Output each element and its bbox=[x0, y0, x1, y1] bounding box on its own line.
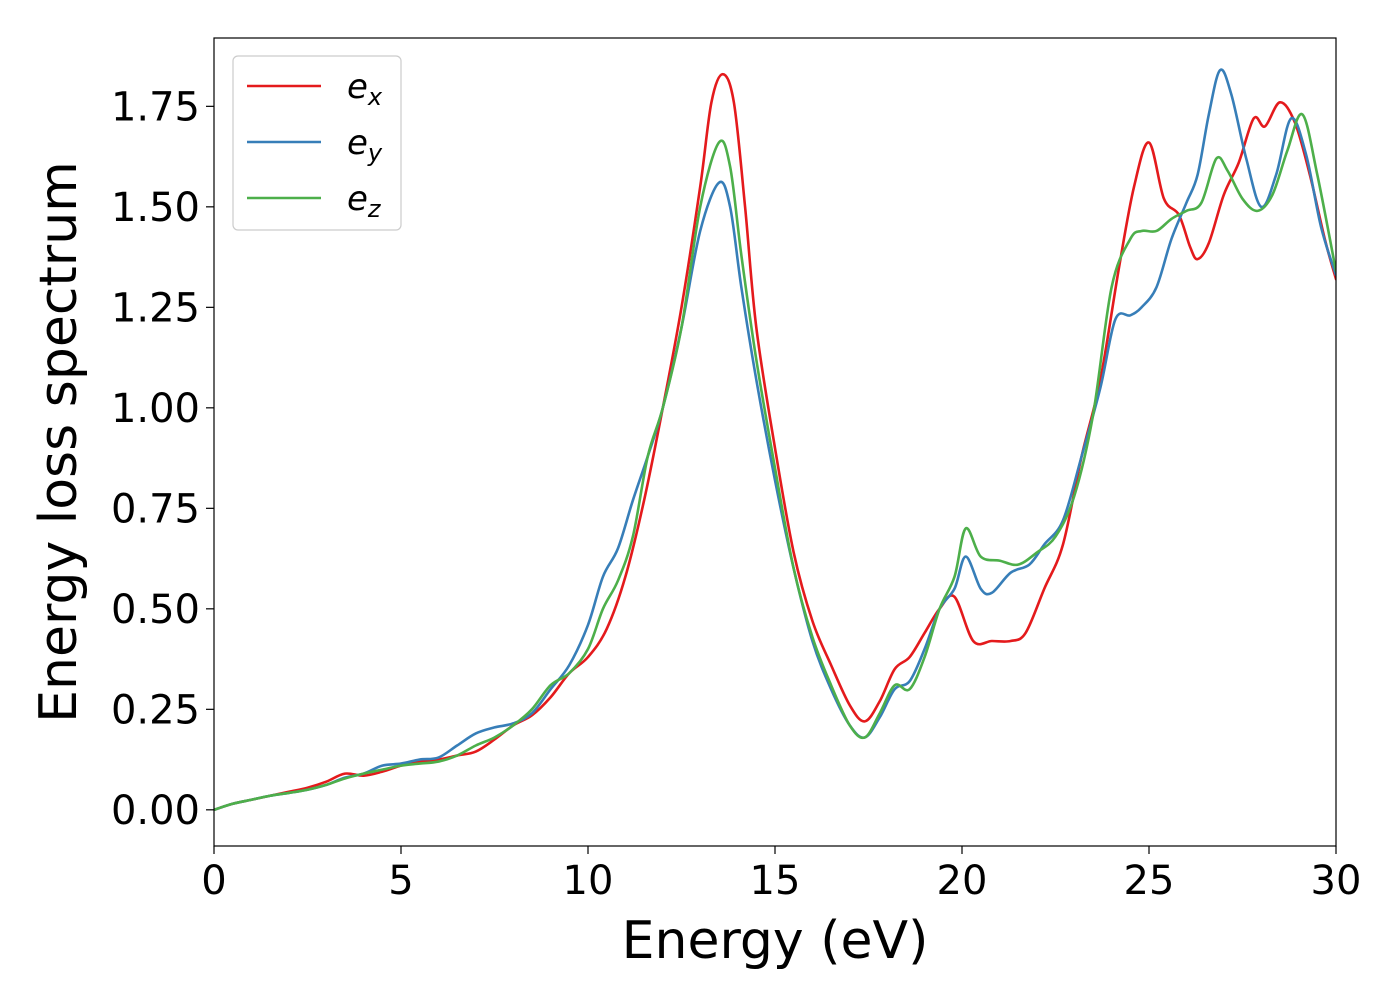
x-tick-label: 10 bbox=[563, 858, 614, 904]
y-tick-label: 1.75 bbox=[111, 84, 200, 130]
y-tick-label: 0.75 bbox=[111, 486, 200, 532]
legend-label-z: ez bbox=[347, 179, 382, 223]
x-axis-title: Energy (eV) bbox=[622, 911, 929, 971]
x-tick-label: 0 bbox=[201, 858, 226, 904]
y-tick-label: 1.50 bbox=[111, 185, 200, 231]
series-layer bbox=[214, 68, 1336, 812]
y-axis-title: Energy loss spectrum bbox=[29, 161, 89, 723]
y-tick-label: 1.00 bbox=[111, 386, 200, 432]
x-axis-ticks: 0 5 10 15 20 25 30 bbox=[201, 846, 1361, 904]
y-tick-label: 0.50 bbox=[111, 587, 200, 633]
y-tick-label: 0.25 bbox=[111, 687, 200, 733]
x-tick-label: 25 bbox=[1124, 858, 1175, 904]
x-tick-label: 5 bbox=[388, 858, 413, 904]
x-tick-label: 20 bbox=[937, 858, 988, 904]
y-tick-label: 0.00 bbox=[111, 788, 200, 834]
legend-label-x: ex bbox=[347, 67, 383, 111]
legend-label-y: ey bbox=[347, 123, 383, 167]
legend: ex ey ez bbox=[232, 55, 402, 231]
y-tick-label: 1.25 bbox=[111, 285, 200, 331]
series-line-z bbox=[214, 112, 1336, 812]
x-tick-label: 30 bbox=[1311, 858, 1362, 904]
x-tick-label: 15 bbox=[750, 858, 801, 904]
y-axis-ticks: 0.00 0.25 0.50 0.75 1.00 1.25 1.50 1.75 bbox=[111, 84, 214, 834]
